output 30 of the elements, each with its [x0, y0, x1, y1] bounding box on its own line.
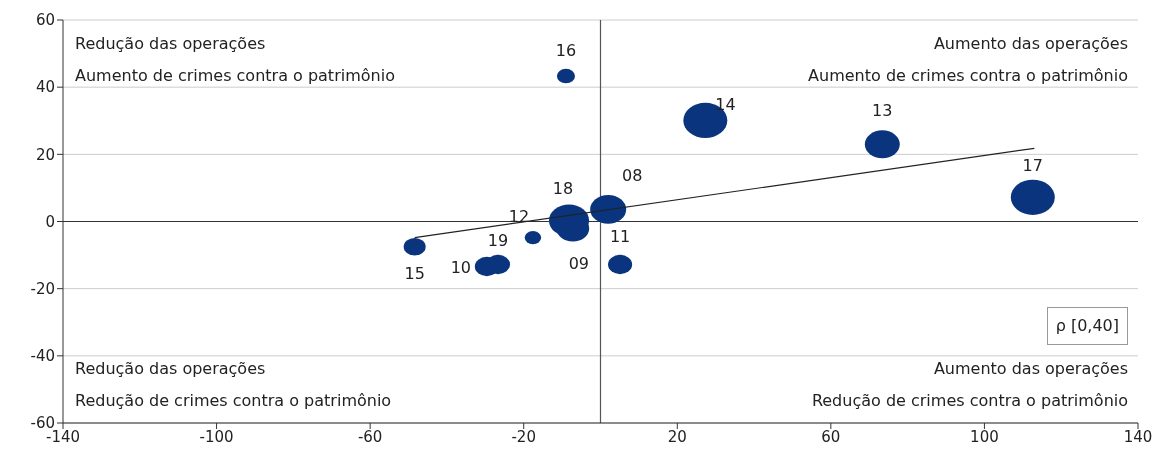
annotation: 10: [450, 257, 472, 277]
annotation: 19: [487, 231, 509, 251]
x-tick-label: -100: [199, 427, 234, 446]
annotation: Aumento das operações Aumento de crimes contra o patrimônio: [808, 33, 1128, 87]
annotation: 18: [552, 179, 574, 199]
y-tick-label: -40: [30, 347, 55, 366]
x-tick-label: -60: [357, 427, 383, 446]
annotation: 16: [555, 41, 577, 61]
annotation: 09: [568, 253, 590, 273]
x-tick-label: 140: [1123, 427, 1153, 446]
x-tick-label: 20: [667, 427, 687, 446]
y-tick-label: 60: [35, 11, 55, 30]
annotation: Redução das operações Aumento de crimes contra o patrimônio: [75, 33, 395, 87]
x-tick-label: -20: [511, 427, 536, 446]
annotation: 08: [622, 166, 643, 186]
annotation: 11: [609, 227, 631, 247]
x-tick-label: 60: [821, 427, 841, 446]
y-tick-label: 20: [35, 145, 55, 164]
annotation: 15: [404, 263, 425, 283]
y-tick-label: 40: [35, 78, 55, 97]
annotation: Redução das operações Redução de crimes contra o patrimônio: [75, 358, 392, 412]
annotation: 14: [715, 95, 736, 115]
y-tick-label: 0: [45, 212, 55, 231]
annotation: ρ [0,40]: [1046, 307, 1128, 345]
x-tick-label: -140: [45, 427, 81, 446]
annotation: Aumento das operações Redução de crimes contra o patrimônio: [811, 358, 1128, 412]
annotation: 17: [1022, 156, 1043, 176]
y-tick-label: -20: [30, 279, 55, 298]
x-tick-label: 100: [970, 427, 999, 446]
annotation: 13: [872, 101, 893, 121]
